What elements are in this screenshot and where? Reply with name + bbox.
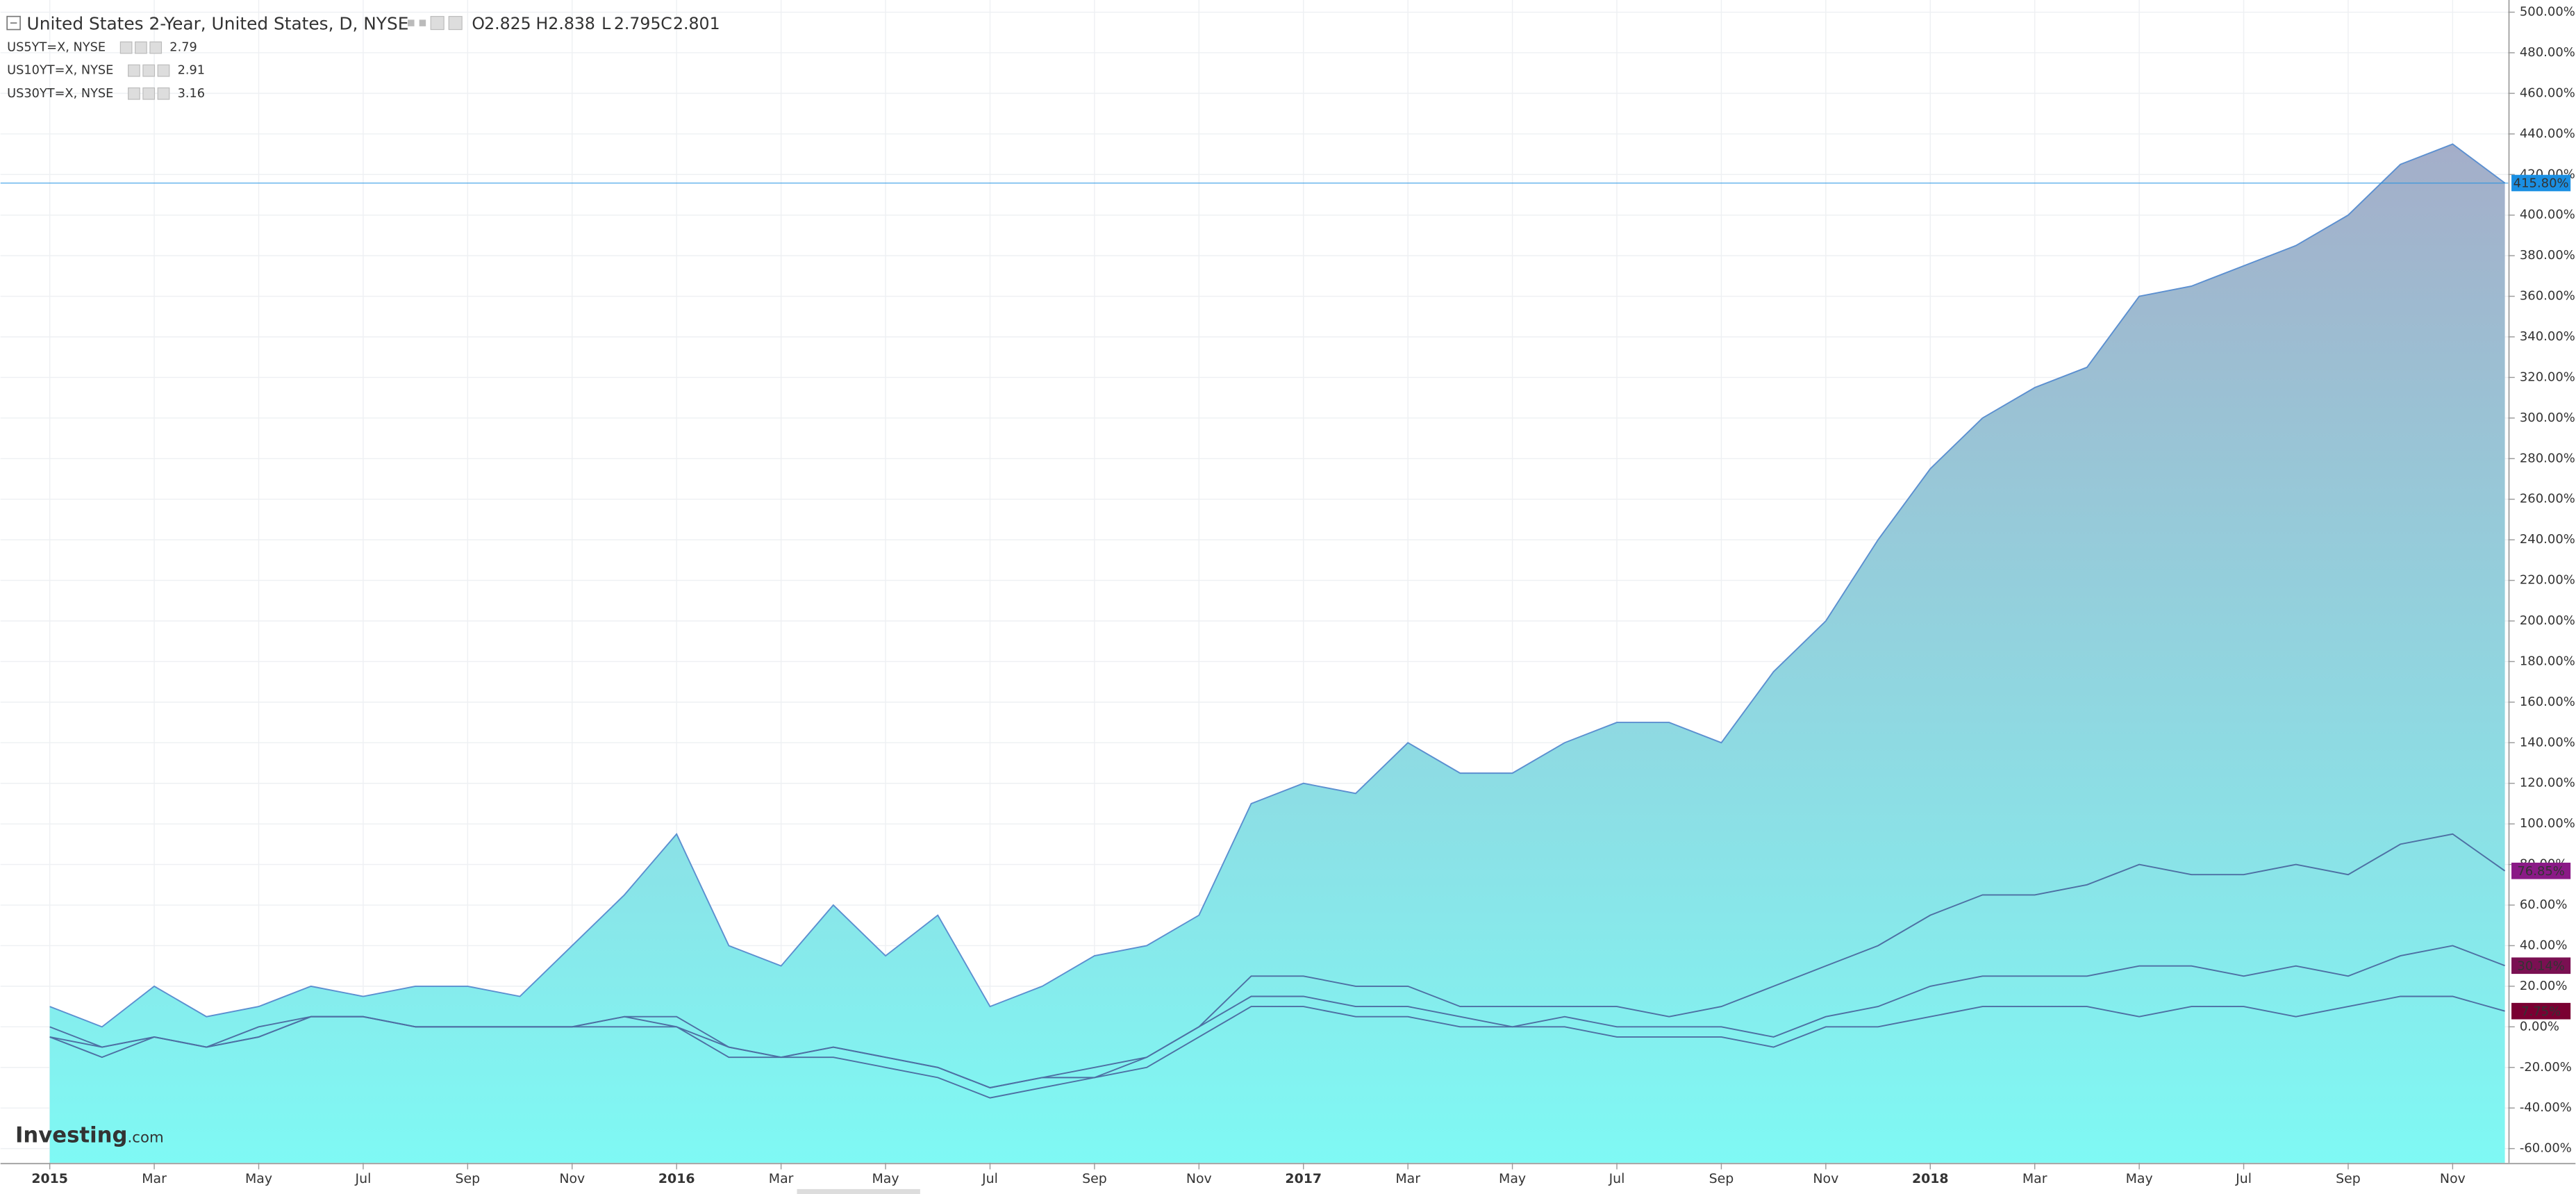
legend-value: 2.79 (169, 41, 197, 55)
legend-button[interactable] (135, 41, 147, 54)
y-tick-label: 140.00% (2520, 735, 2575, 749)
y-tick-label: -60.00% (2520, 1141, 2572, 1156)
x-tick-label: 2015 (31, 1171, 68, 1186)
x-tick-label: Jul (981, 1171, 998, 1186)
y-tick-label: 380.00% (2520, 248, 2575, 263)
x-tick-label: Jul (355, 1171, 372, 1186)
legend-button[interactable] (119, 41, 133, 54)
legend-button[interactable] (157, 64, 170, 77)
legend-button[interactable] (128, 64, 140, 77)
x-tick-label: Mar (2022, 1171, 2047, 1186)
y-tick-label: 280.00% (2520, 451, 2575, 465)
x-tick-label: Sep (456, 1171, 481, 1186)
x-tick-label: Sep (2336, 1171, 2361, 1186)
value-badge-label: 76.85% (2517, 864, 2565, 879)
legend-value: 3.16 (178, 87, 205, 101)
collapse-icon[interactable] (6, 15, 21, 31)
title-caret (419, 19, 426, 26)
y-tick-label: 320.00% (2520, 370, 2575, 384)
ohlc-label: C (660, 14, 672, 33)
legend-button[interactable] (142, 87, 156, 100)
legend-button[interactable] (149, 41, 163, 54)
x-tick-label: Nov (2440, 1171, 2466, 1186)
value-badge (2511, 957, 2571, 975)
legend-button[interactable] (128, 87, 140, 100)
y-tick-label: 480.00% (2520, 45, 2575, 60)
y-tick-label: 180.00% (2520, 654, 2575, 668)
x-tick-label: 2016 (658, 1171, 695, 1186)
y-tick-label: 220.00% (2520, 573, 2575, 588)
x-tick-label: Jul (1609, 1171, 1625, 1186)
x-tick-label: Nov (559, 1171, 585, 1186)
series-button[interactable] (430, 16, 444, 31)
value-badge-label: 415.80% (2513, 176, 2569, 191)
y-tick-label: -40.00% (2520, 1100, 2572, 1115)
x-tick-label: 2017 (1285, 1171, 1322, 1186)
y-tick-label: 260.00% (2520, 492, 2575, 506)
x-tick-label: May (872, 1171, 899, 1186)
y-tick-label: 400.00% (2520, 208, 2575, 222)
legend-name[interactable]: US5YT=X, NYSE (7, 41, 106, 55)
x-tick-label: Mar (1395, 1171, 1420, 1186)
chart-title: United States 2-Year, United States, D, … (27, 13, 409, 33)
ohlc-label: H (536, 14, 549, 33)
y-tick-label: 360.00% (2520, 289, 2575, 304)
x-tick-label: Jul (2235, 1171, 2252, 1186)
x-tick-label: May (2126, 1171, 2153, 1186)
y-tick-label: 460.00% (2520, 85, 2575, 100)
title-caret (408, 19, 415, 26)
area-fill (49, 144, 2505, 1163)
x-tick-label: Sep (1709, 1171, 1734, 1186)
y-tick-label: 160.00% (2520, 695, 2575, 709)
y-tick-label: 0.00% (2520, 1019, 2559, 1034)
legend-button[interactable] (157, 87, 170, 100)
y-tick-label: 20.00% (2520, 979, 2568, 993)
series-line (49, 995, 2505, 1088)
area-line (49, 143, 2506, 1028)
legend-name[interactable]: US10YT=X, NYSE (7, 64, 113, 78)
ohlc-value: 2.825 (484, 14, 531, 33)
ohlc-value: 2.838 (548, 14, 595, 33)
y-tick-label: 340.00% (2520, 329, 2575, 344)
ohlc-value: 2.801 (673, 14, 720, 33)
x-tick-label: 2018 (1912, 1171, 1949, 1186)
x-tick-label: Sep (1082, 1171, 1107, 1186)
value-badge-label: 30.14% (2517, 959, 2565, 973)
x-tick-label: Mar (769, 1171, 794, 1186)
y-tick-label: 40.00% (2520, 938, 2568, 952)
y-tick-label: -20.00% (2520, 1060, 2572, 1075)
x-tick-label: Nov (1813, 1171, 1838, 1186)
y-tick-label: 120.00% (2520, 776, 2575, 790)
legend-value: 2.91 (178, 64, 205, 78)
logo-suffix: .com (128, 1129, 164, 1147)
y-tick-label: 60.00% (2520, 897, 2568, 912)
ohlc-label: L (601, 14, 611, 33)
logo-brand: Investing (15, 1123, 128, 1148)
scrollbar[interactable] (797, 1188, 920, 1194)
legend-button[interactable] (142, 64, 156, 77)
x-tick-label: Nov (1186, 1171, 1212, 1186)
y-tick-label: 440.00% (2520, 126, 2575, 141)
legend-name[interactable]: US30YT=X, NYSE (7, 87, 113, 101)
x-tick-label: May (1499, 1171, 1526, 1186)
x-tick-label: May (245, 1171, 272, 1186)
ohlc-label: O (472, 14, 485, 33)
y-tick-label: 500.00% (2520, 5, 2575, 19)
y-tick-label: 300.00% (2520, 411, 2575, 425)
y-tick-label: 240.00% (2520, 532, 2575, 547)
value-badge (2511, 1002, 2571, 1020)
ohlc-value: 2.795 (614, 14, 661, 33)
value-badge-label: 7.75% (2521, 1004, 2561, 1019)
x-tick-label: Mar (142, 1171, 167, 1186)
y-tick-label: 200.00% (2520, 613, 2575, 628)
value-badge (2511, 862, 2571, 879)
series-button[interactable] (448, 16, 463, 31)
y-tick-label: 100.00% (2520, 816, 2575, 831)
value-badge (2511, 174, 2571, 192)
